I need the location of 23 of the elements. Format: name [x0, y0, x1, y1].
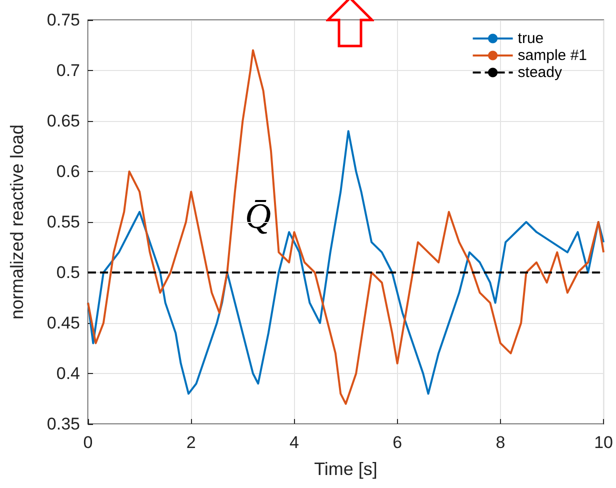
x-axis-title: Time [s]	[314, 459, 378, 479]
y-tick-label: 0.4	[56, 364, 80, 383]
y-tick-label: 0.6	[56, 162, 80, 181]
y-tick-label: 0.55	[46, 212, 80, 232]
x-tick-label: 2	[186, 433, 196, 452]
line-series	[87, 49, 605, 405]
y-axis-title: normalized reactive load	[7, 124, 27, 320]
legend-label: steady	[518, 64, 562, 81]
x-tick-label: 10	[594, 433, 614, 452]
y-tick-label: 0.75	[46, 10, 80, 30]
x-tick-label: 4	[289, 433, 299, 452]
x-tick-label: 0	[83, 433, 93, 452]
x-tick-label: 8	[496, 433, 506, 452]
y-tick-label: 0.35	[46, 414, 80, 434]
legend-label: sample #1	[518, 47, 588, 64]
y-tick-label: 0.65	[46, 112, 80, 130]
x-tick-label: 6	[392, 433, 402, 452]
line-series	[87, 130, 605, 395]
y-tick-label: 0.45	[46, 314, 80, 332]
legend-label: true	[518, 30, 544, 47]
annotation: Q̄	[245, 196, 271, 236]
y-tick-label: 0.5	[56, 263, 80, 282]
y-tick-label: 0.7	[56, 61, 80, 80]
